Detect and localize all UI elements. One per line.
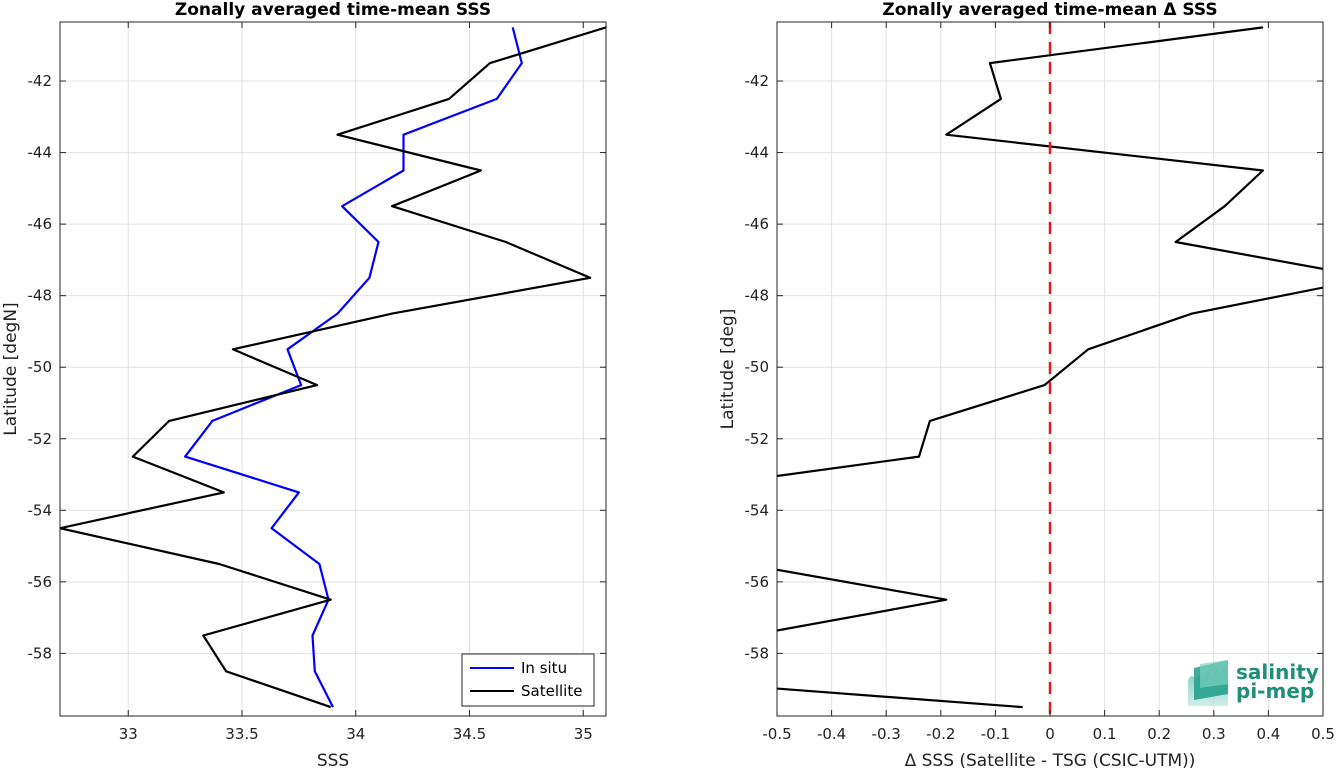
delta-sss-ytick-label: -42 [745, 72, 770, 90]
delta-sss-ytick-label: -50 [745, 358, 770, 376]
delta-sss-ytick-label: -56 [745, 573, 770, 591]
sss-ytick-label: -48 [28, 287, 53, 305]
logo-line1: salinity [1236, 660, 1319, 684]
legend-in-situ-label: In situ [521, 659, 567, 677]
sss-series [60, 26, 606, 709]
delta-sss-xtick-label: 0.5 [1311, 725, 1335, 743]
delta-sss-xtick-label: -0.2 [926, 725, 955, 743]
sss-ytick-label: -58 [28, 644, 53, 662]
sss-grid [60, 22, 606, 716]
delta-sss-xtick-label: 0.4 [1256, 725, 1280, 743]
sss-ytick-label: -52 [28, 430, 53, 448]
delta-sss-xtick-label: -0.1 [981, 725, 1010, 743]
salinity-pi-mep-logo: salinity pi-mep [1188, 660, 1319, 706]
sss-xlabel: SSS [317, 751, 349, 769]
sss-xtick-label: 34 [346, 725, 365, 743]
sss-satellite-line [60, 26, 606, 709]
delta-sss-xtick-label: -0.3 [872, 725, 901, 743]
sss-ticks: 33 33.5 34 34.5 35 -58 -56 -54 -52 -50 -48 -46 -44 -4… [28, 22, 606, 743]
delta-sss-xtick-label: 0 [1045, 725, 1055, 743]
sss-ytick-label: -46 [28, 215, 53, 233]
sss-ytick-label: -50 [28, 358, 53, 376]
delta-sss-xtick-label: 0.2 [1147, 725, 1171, 743]
delta-sss-series [777, 26, 1323, 709]
delta-sss-xlabel: Δ SSS (Satellite - TSG (CSIC-UTM)) [905, 751, 1196, 769]
sss-plot-frame [59, 21, 607, 717]
sss-xtick-label: 34.5 [453, 725, 486, 743]
delta-sss-ytick-label: -52 [745, 430, 770, 448]
delta-sss-xtick-label: -0.4 [817, 725, 846, 743]
delta-sss-xtick-label: 0.1 [1093, 725, 1117, 743]
delta-sss-xtick-label: 0.3 [1202, 725, 1226, 743]
sss-ytick-label: -54 [28, 501, 53, 519]
legend-box [461, 653, 595, 707]
sss-xtick-label: 33 [119, 725, 138, 743]
sss-title: Zonally averaged time-mean SSS [175, 0, 491, 20]
sss-ytick-label: -56 [28, 573, 53, 591]
legend-satellite-label: Satellite [521, 682, 582, 700]
delta-sss-ytick-label: -54 [745, 501, 770, 519]
sss-ytick-label: -44 [28, 144, 53, 162]
delta-sss-series-0-line [777, 26, 1323, 709]
logo-line2: pi-mep [1236, 679, 1314, 703]
sss-xtick-label: 33.5 [225, 725, 258, 743]
delta-sss-panel: -0.5 -0.4 -0.3 -0.2 -0.1 0 0.1 0.2 0.3 0.4 0.5 -58 -… [718, 0, 1335, 769]
delta-sss-ytick-label: -44 [745, 144, 770, 162]
sss-panel: 33 33.5 34 34.5 35 -58 -56 -54 -52 -50 -48 -46 -44 -4… [1, 0, 607, 769]
legend: In situ Satellite [461, 653, 595, 707]
delta-sss-ytick-label: -58 [745, 644, 770, 662]
delta-sss-xtick-label: -0.5 [762, 725, 791, 743]
sss-plot-area [60, 22, 606, 716]
delta-sss-ylabel: Latitude [deg] [718, 309, 738, 430]
sss-in-situ-line [184, 27, 523, 708]
sss-xtick-label: 35 [574, 725, 593, 743]
sss-ytick-label: -42 [28, 72, 53, 90]
delta-sss-title: Zonally averaged time-mean Δ SSS [882, 0, 1217, 20]
sss-ylabel: Latitude [degN] [1, 302, 21, 435]
delta-sss-ticks: -0.5 -0.4 -0.3 -0.2 -0.1 0 0.1 0.2 0.3 0.4 0.5 -58 -… [745, 22, 1335, 743]
delta-sss-ytick-label: -46 [745, 215, 770, 233]
delta-sss-ytick-label: -48 [745, 287, 770, 305]
logo-wave-icon [1188, 660, 1228, 706]
